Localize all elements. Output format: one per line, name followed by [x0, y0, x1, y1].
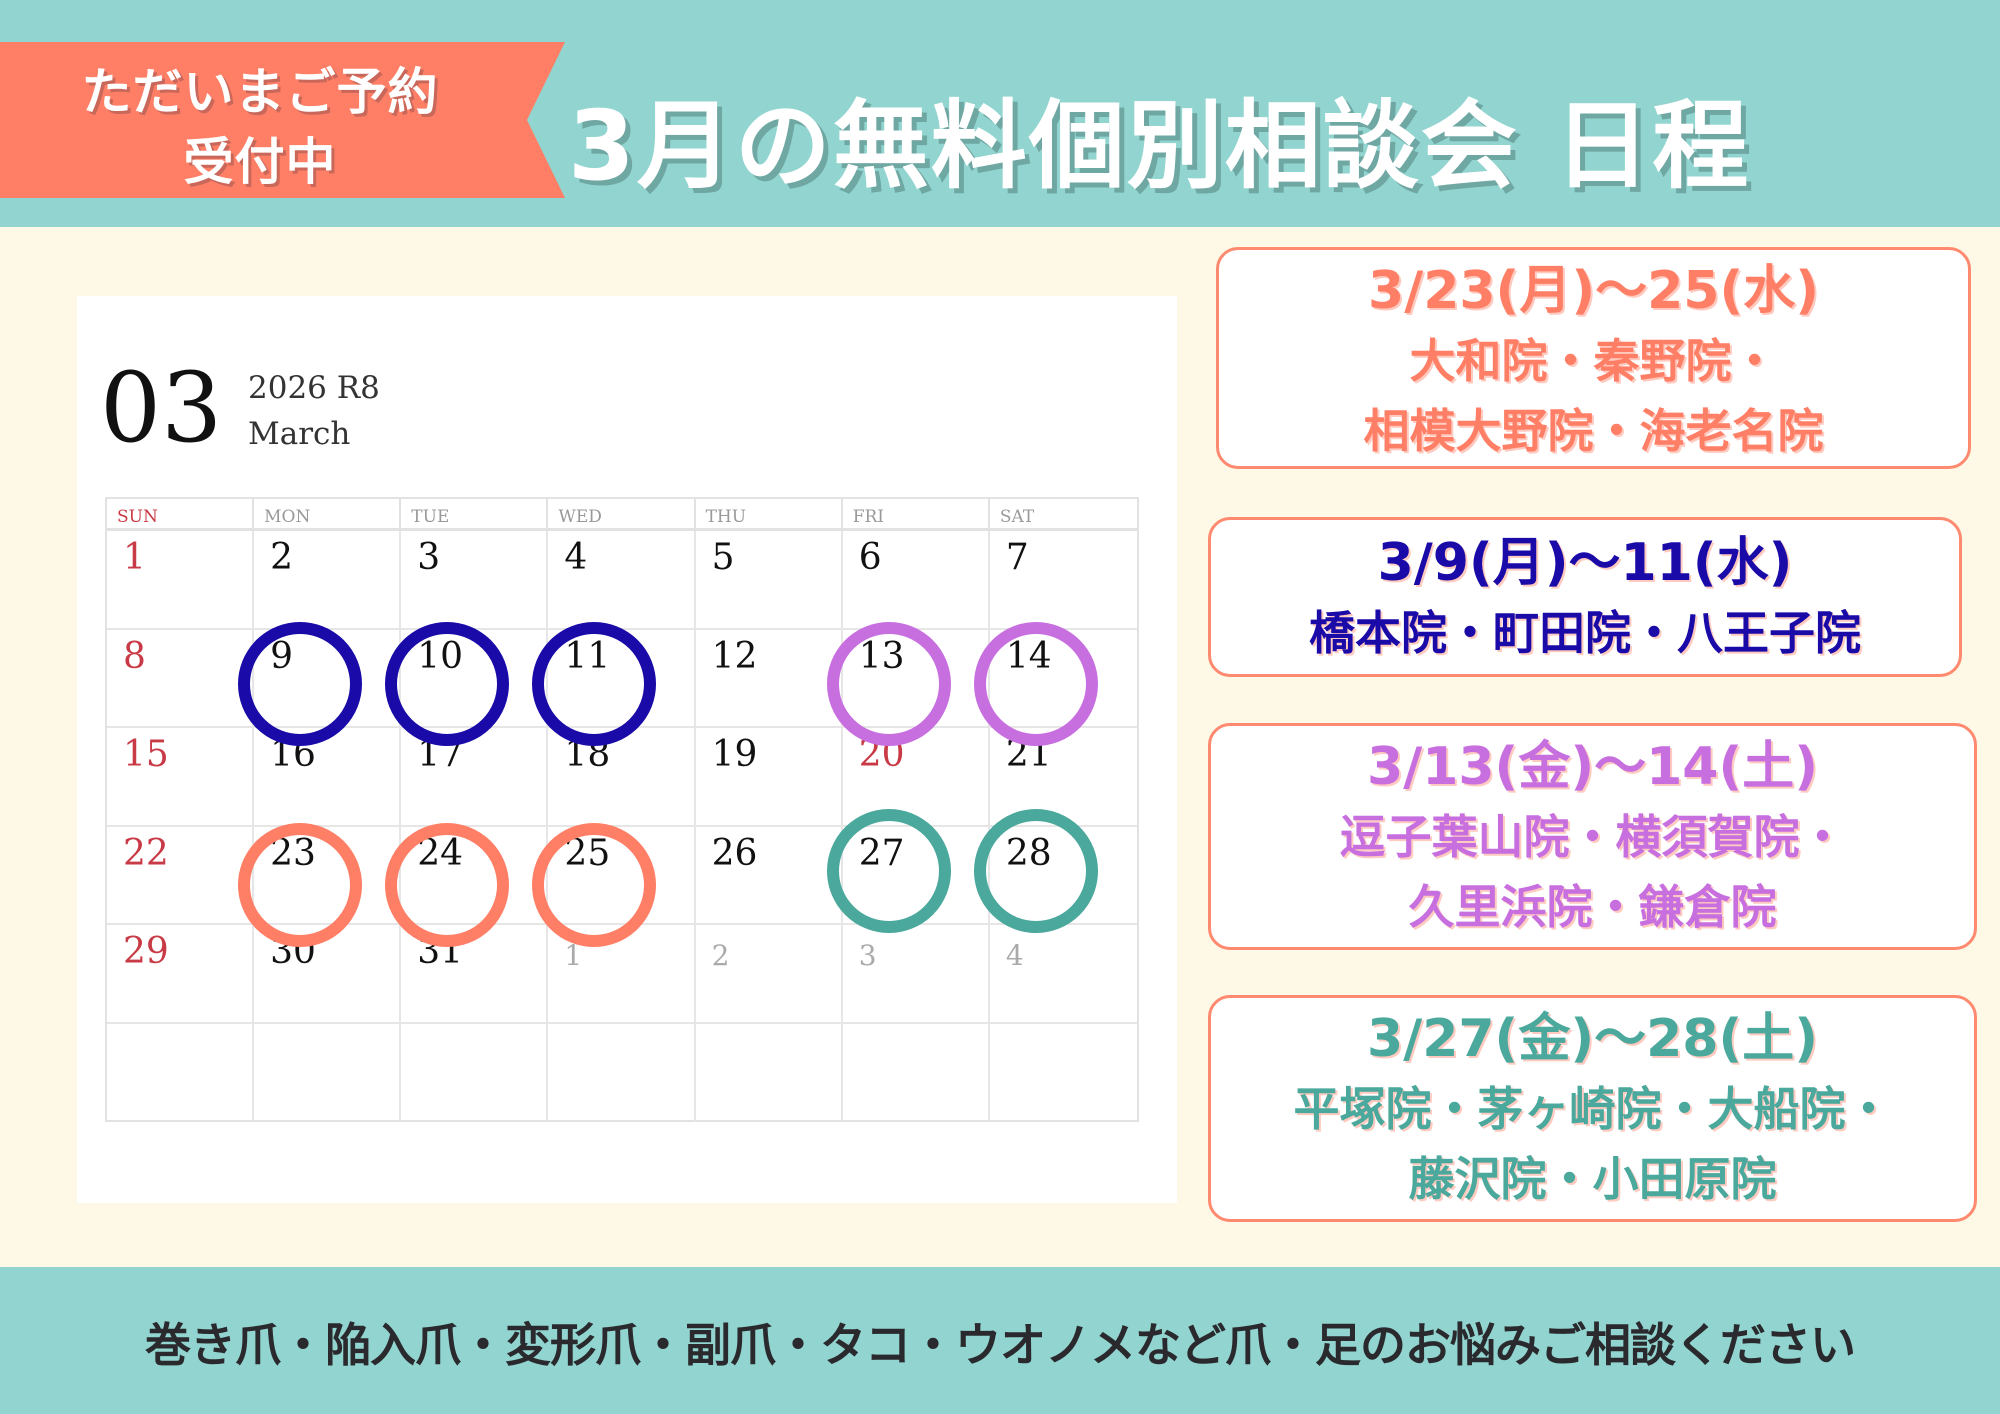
- highlight-circle-day-27: [826, 808, 951, 933]
- weekday-header-thu: THU: [695, 499, 843, 531]
- calendar-day: 22: [107, 826, 255, 925]
- schedule-date: 3/23(月)～25(水): [1368, 261, 1819, 321]
- highlight-circle-day-28: [973, 808, 1098, 933]
- highlight-circle-day-9: [238, 621, 363, 746]
- schedule-locations: 平塚院・茅ヶ崎院・大船院・: [1293, 1082, 1892, 1136]
- schedule-locations: 大和院・秦野院・: [1409, 334, 1778, 388]
- calendar-month-number: 03: [100, 352, 223, 464]
- calendar-day: 3: [401, 531, 549, 630]
- calendar-day: [990, 1024, 1137, 1123]
- weekday-header-tue: TUE: [401, 499, 549, 531]
- weekday-header-sat: SAT: [989, 499, 1137, 531]
- header-banner: ただいまご予約 受付中 3月の無料個別相談会 日程: [0, 0, 2000, 227]
- calendar-day: [696, 1023, 843, 1122]
- calendar-day: 3: [842, 925, 990, 1024]
- schedule-locations: 逗子葉山院・横須賀院・: [1339, 810, 1846, 864]
- calendar-day: 5: [695, 531, 843, 630]
- schedule-card: 3/13(金)～14(土) 逗子葉山院・横須賀院・ 久里浜院・鎌倉院: [1208, 723, 1977, 950]
- highlight-circle-day-14: [973, 621, 1098, 746]
- highlight-circle-day-13: [826, 621, 951, 746]
- highlight-circle-day-11: [532, 621, 657, 746]
- weekday-header-wed: WED: [548, 499, 696, 531]
- calendar-day: 4: [989, 925, 1137, 1024]
- calendar-day: 1: [548, 925, 696, 1024]
- calendar-day: 26: [695, 826, 843, 925]
- calendar-day: 16: [254, 728, 402, 827]
- calendar-day: 8: [107, 629, 255, 728]
- schedule-date: 3/27(金)～28(土): [1367, 1009, 1818, 1069]
- calendar-day: 6: [842, 531, 990, 630]
- schedule-locations: 藤沢院・小田原院: [1408, 1152, 1777, 1206]
- highlight-circle-day-23: [238, 822, 363, 947]
- weekday-header-fri: FRI: [842, 499, 990, 531]
- calendar-day: 15: [107, 728, 255, 827]
- calendar-day: 18: [548, 728, 696, 827]
- calendar-day: 29: [107, 925, 255, 1024]
- schedule-locations: 相模大野院・海老名院: [1363, 404, 1824, 458]
- calendar-grid: SUN MON TUE WED THU FRI SAT 1 2 3 4 5 6 7 8 9 10 11 12 13 14…: [105, 497, 1139, 1122]
- ribbon-text-line2: 受付中: [183, 133, 337, 191]
- highlight-circle-day-10: [385, 621, 510, 746]
- weekday-header-mon: MON: [254, 499, 402, 531]
- calendar-panel: [77, 296, 1177, 1203]
- schedule-card: 3/9(月)～11(水) 橋本院・町田院・八王子院: [1208, 517, 1962, 677]
- highlight-circle-day-24: [385, 822, 510, 947]
- schedule-card: 3/23(月)～25(水) 大和院・秦野院・ 相模大野院・海老名院: [1216, 247, 1971, 469]
- calendar-day: 1: [107, 531, 255, 630]
- schedule-card: 3/27(金)～28(土) 平塚院・茅ヶ崎院・大船院・ 藤沢院・小田原院: [1208, 995, 1977, 1222]
- calendar-day: 17: [401, 728, 549, 827]
- page-title: 3月の無料個別相談会 日程: [568, 90, 1751, 202]
- calendar-day: [107, 1023, 255, 1122]
- weekday-header-sun: SUN: [107, 499, 255, 531]
- footer-text: 巻き爪・陥入爪・変形爪・副爪・タコ・ウオノメなど爪・足のお悩みご相談ください: [145, 1318, 1856, 1372]
- calendar-day: [401, 1023, 549, 1122]
- calendar-day: 19: [695, 728, 843, 827]
- calendar-day: 2: [254, 531, 402, 630]
- schedule-date: 3/9(月)～11(水): [1377, 533, 1793, 593]
- ribbon-text-line1: ただいまご予約: [81, 63, 439, 121]
- schedule-locations: 久里浜院・鎌倉院: [1408, 880, 1777, 934]
- calendar-day: 7: [989, 531, 1137, 630]
- calendar-day: 12: [695, 629, 843, 728]
- calendar-day: [843, 1023, 990, 1122]
- footer-banner: 巻き爪・陥入爪・変形爪・副爪・タコ・ウオノメなど爪・足のお悩みご相談ください: [0, 1267, 2000, 1414]
- calendar-day: 2: [695, 925, 843, 1024]
- schedule-date: 3/13(金)～14(土): [1367, 737, 1818, 797]
- calendar-day: 4: [548, 531, 696, 630]
- calendar-day: [254, 1023, 402, 1122]
- schedule-locations: 橋本院・町田院・八王子院: [1309, 606, 1861, 660]
- highlight-circle-day-25: [532, 822, 657, 947]
- calendar-month-name: March: [248, 416, 351, 452]
- calendar-day: 20: [842, 728, 990, 827]
- reservation-ribbon: ただいまご予約 受付中: [0, 42, 565, 198]
- calendar-day: [548, 1023, 696, 1122]
- calendar-year: 2026 R8: [248, 370, 380, 406]
- calendar-day: 21: [989, 728, 1137, 827]
